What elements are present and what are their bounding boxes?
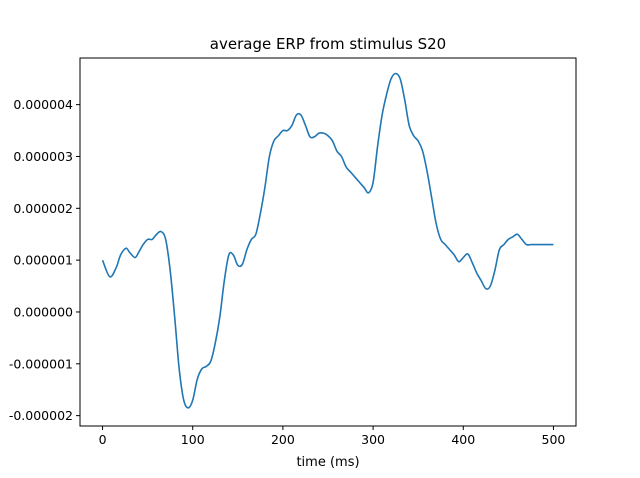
y-tick-label: 0.000000 — [13, 304, 73, 319]
y-tick-label: -0.000001 — [9, 356, 73, 371]
plot-area-frame — [79, 57, 577, 427]
x-tick-label: 200 — [271, 432, 295, 447]
chart-title: average ERP from stimulus S20 — [210, 35, 446, 53]
x-tick-label: 500 — [542, 432, 566, 447]
series-layer — [101, 72, 554, 409]
x-tick-label: 300 — [361, 432, 385, 447]
x-axis-ticks: 0 100 200 300 400 500 — [99, 426, 566, 447]
y-tick-label: 0.000002 — [13, 201, 73, 216]
x-tick-label: 400 — [451, 432, 475, 447]
y-tick-label: 0.000003 — [13, 149, 73, 164]
x-tick-label: 100 — [181, 432, 205, 447]
x-tick-label: 0 — [99, 432, 107, 447]
y-tick-label: 0.000004 — [13, 97, 73, 112]
x-axis-label: time (ms) — [296, 455, 359, 470]
y-tick-label: -0.000002 — [9, 408, 73, 423]
y-tick-label: 0.000001 — [13, 253, 73, 268]
y-axis-ticks: -0.000002 -0.000001 0.000000 0.000001 0.0000… — [9, 97, 80, 423]
erp-series-line — [101, 72, 554, 409]
